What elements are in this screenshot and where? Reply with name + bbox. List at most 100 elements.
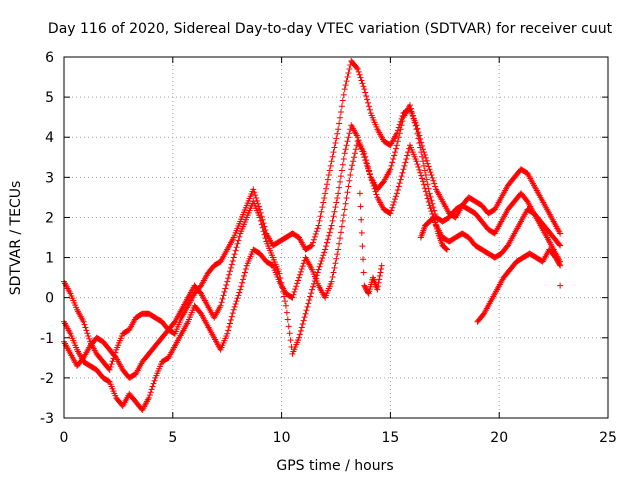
data-point [335,126,342,133]
data-point [341,206,348,213]
data-point [443,246,450,253]
data-point-interp [331,208,338,215]
data-point-interp [317,260,324,267]
data-point-interp [146,392,153,399]
data-point-interp [419,153,426,160]
data-point-interp [334,194,341,201]
data-point-interp [321,194,328,201]
ticks [63,56,609,419]
data-point-interp [306,296,313,303]
x-tick-label: 0 [60,430,69,446]
data-point [361,86,368,93]
data-point-interp [343,194,350,201]
data-point-interp [373,191,380,198]
data-point-interp [411,119,418,126]
data-point-interp [148,386,155,393]
data-point-interp [399,169,406,176]
data-point [341,86,348,93]
y-tick-label: 2 [45,210,54,226]
data-point-interp [239,279,246,286]
data-point-interp [356,71,363,78]
data-point-interp [314,269,321,276]
data-point-interp [236,233,243,240]
data-point-interp [401,162,408,169]
data-point-interp [337,235,344,242]
data-point-interp [427,169,434,176]
data-point-interp [340,91,347,98]
data-point-interp [82,324,89,331]
data-marks [61,58,564,413]
data-point-interp [360,256,367,263]
data-point-interp [332,139,339,146]
data-point-interp [365,99,372,106]
data-point-interp [415,135,422,142]
data-point-interp [430,204,437,211]
data-point-interp [240,276,247,283]
data-point-interp [396,130,403,137]
data-point-interp [346,66,353,73]
data-point-interp [259,224,266,231]
y-tick-label: 1 [45,251,54,267]
data-point-interp [418,149,425,156]
data-point [250,186,257,193]
data-point-interp [334,130,341,137]
data-point-interp [297,327,304,334]
data-point-interp [427,205,434,212]
data-point-interp [417,169,424,176]
data-point-interp [220,292,227,299]
data-point-interp [389,159,396,166]
data-point-interp [366,171,373,178]
chart-title: Day 116 of 2020, Sidereal Day-to-day VTE… [48,21,613,37]
data-point-interp [340,212,347,219]
data-point-interp [238,283,245,290]
data-point-interp [395,183,402,190]
data-point-interp [442,245,449,252]
data-point-interp [425,185,432,192]
data-point-interp [556,241,563,248]
data-point-interp [332,260,339,267]
grid [64,57,608,418]
data-point-interp [234,295,241,302]
data-point [387,210,394,217]
data-point-interp [358,216,365,223]
data-point [335,246,342,253]
data-point-interp [222,285,229,292]
data-point [557,242,564,249]
data-point-interp [422,172,429,179]
data-point-interp [283,309,290,316]
data-point-interp [292,286,299,293]
data-point-interp [394,186,401,193]
data-point-interp [364,96,371,103]
data-point-interp [310,236,317,243]
data-point [302,310,309,317]
data-point-interp [336,120,343,127]
data-point-interp [428,208,435,215]
data-point-interp [291,288,298,295]
data-point-interp [229,310,236,317]
data-point-interp [428,197,435,204]
data-point [406,102,413,109]
data-point-interp [261,231,268,238]
y-tick-label: -2 [40,371,54,387]
data-point-interp [374,283,381,290]
x-tick-label: 10 [273,430,291,446]
data-point-interp [278,279,285,286]
data-point-interp [422,154,429,161]
data-point [289,294,296,301]
data-point-interp [150,380,157,387]
data-point-interp [366,106,373,113]
data-point-interp [320,252,327,259]
data-point [296,274,303,281]
data-point-interp [418,172,425,179]
data-point-interp [280,288,287,295]
data-point [322,190,329,197]
data-point [393,142,400,149]
data-point-interp [429,200,436,207]
data-point-interp [345,70,352,77]
data-point-interp [329,274,336,281]
data-point-interp [257,217,264,224]
data-point-interp [323,239,330,246]
data-point-interp [225,275,232,282]
data-point-interp [285,323,292,330]
data-point-interp [391,198,398,205]
